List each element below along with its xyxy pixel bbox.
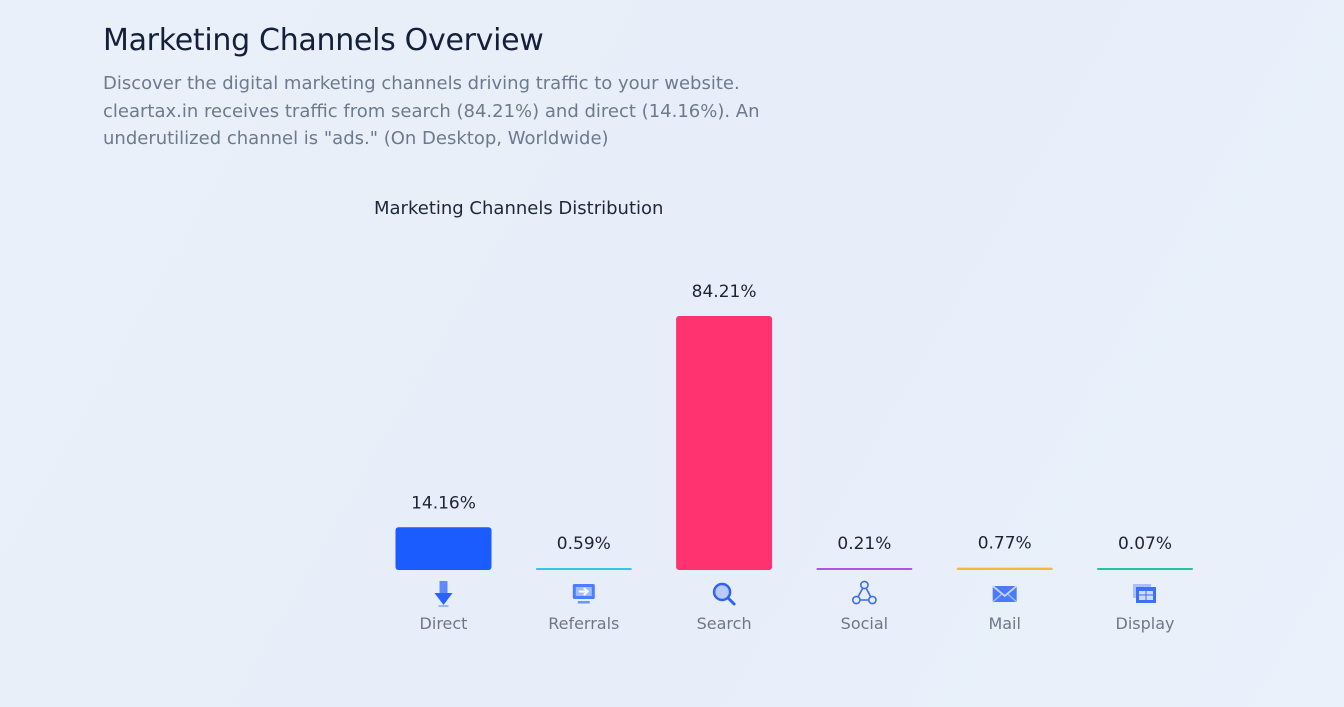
bar-mail xyxy=(956,567,1053,570)
search-icon xyxy=(712,582,736,606)
bar-search xyxy=(676,316,773,570)
value-label-mail: 0.77% xyxy=(978,534,1032,554)
bar-social xyxy=(816,568,913,570)
share-network-icon xyxy=(852,580,877,605)
category-label-referrals: Referrals xyxy=(548,614,619,633)
bar-referrals xyxy=(535,568,632,570)
value-label-social: 0.21% xyxy=(837,534,891,554)
value-label-direct: 14.16% xyxy=(411,493,476,513)
arrow-down-icon xyxy=(434,581,453,607)
value-label-display: 0.07% xyxy=(1118,534,1172,554)
referral-arrow-icon xyxy=(572,584,595,604)
value-label-referrals: 0.59% xyxy=(557,534,611,554)
mail-envelope-icon xyxy=(992,585,1018,603)
category-label-display: Display xyxy=(1116,614,1175,633)
page-description: Discover the digital marketing channels … xyxy=(103,73,760,149)
bar-display xyxy=(1097,568,1193,570)
category-label-direct: Direct xyxy=(420,614,468,633)
display-window-icon xyxy=(1133,584,1156,603)
page-title: Marketing Channels Overview xyxy=(103,23,544,58)
category-label-social: Social xyxy=(841,614,888,633)
chart-title: Marketing Channels Distribution xyxy=(374,198,664,219)
value-label-search: 84.21% xyxy=(692,282,757,302)
bar-direct xyxy=(395,527,492,570)
category-label-mail: Mail xyxy=(988,614,1021,633)
category-label-search: Search xyxy=(697,614,752,633)
